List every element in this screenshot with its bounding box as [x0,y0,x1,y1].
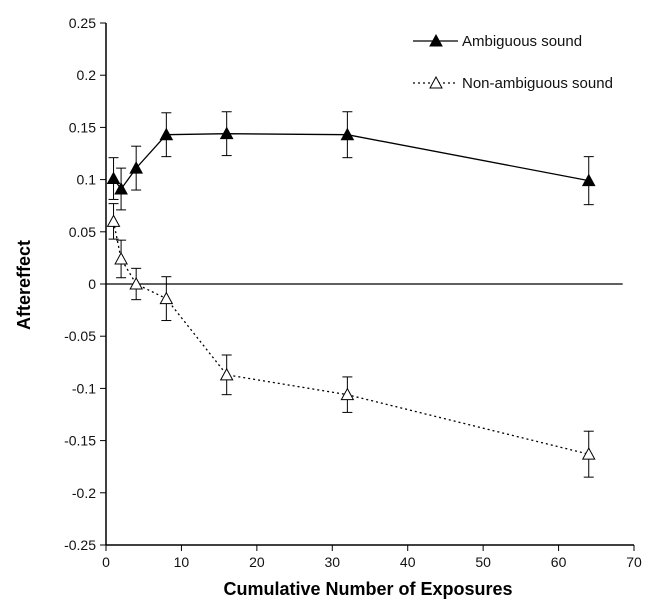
data-point [114,181,128,195]
data-point [129,276,144,290]
legend-item-ambiguous: Ambiguous sound [413,33,582,50]
y-ticks: 0.25 0.2 0.15 0.1 0.05 0 -0.05 -0.1 -0.15 -0.2 -0.… [64,15,106,553]
data-point [219,126,234,140]
legend-item-non-ambiguous: Non-ambiguous sound [413,75,613,92]
y-tick-label: -0.25 [64,537,96,553]
y-tick-label: -0.05 [64,328,96,344]
x-axis-title: Cumulative Number of Exposures [223,579,512,599]
series-non-ambiguous [106,203,596,478]
data-point [340,127,355,141]
y-tick-label: 0.2 [77,67,97,83]
legend-non-ambiguous-label: Non-ambiguous sound [462,75,613,92]
y-tick-label: 0.15 [69,119,96,135]
y-tick-label: -0.1 [72,380,96,396]
legend-ambiguous-label: Ambiguous sound [462,33,582,50]
x-tick-label: 60 [551,554,567,570]
series-line [112,221,589,455]
data-point [340,387,355,401]
data-point [159,291,174,305]
legend-non-ambiguous-marker [429,75,443,89]
data-point [159,127,174,141]
x-tick-label: 40 [400,554,416,570]
y-tick-label: 0.25 [69,15,96,31]
legend: Ambiguous sound Non-ambiguous sound [413,33,613,92]
x-ticks: 0 10 20 30 40 50 60 70 [102,545,642,570]
data-point [581,173,596,187]
y-tick-label: -0.15 [64,433,96,449]
x-tick-label: 30 [324,554,340,570]
x-tick-label: 10 [174,554,190,570]
series-line [112,133,589,191]
series-ambiguous [106,111,596,211]
series-layer [106,111,596,478]
x-tick-label: 0 [102,554,110,570]
x-tick-label: 70 [626,554,642,570]
data-point [219,367,234,381]
data-point [581,447,596,460]
data-point [129,161,144,174]
data-point [106,214,121,227]
data-point [106,171,121,185]
y-tick-label: 0 [88,276,96,292]
y-axis-title: Aftereffect [14,240,34,330]
x-tick-label: 50 [475,554,491,570]
y-tick-label: -0.2 [72,485,96,501]
y-tick-label: 0.1 [77,172,97,188]
x-tick-label: 20 [249,554,265,570]
y-tick-label: 0.05 [69,224,96,240]
data-point [114,251,128,265]
legend-ambiguous-marker [429,33,443,47]
